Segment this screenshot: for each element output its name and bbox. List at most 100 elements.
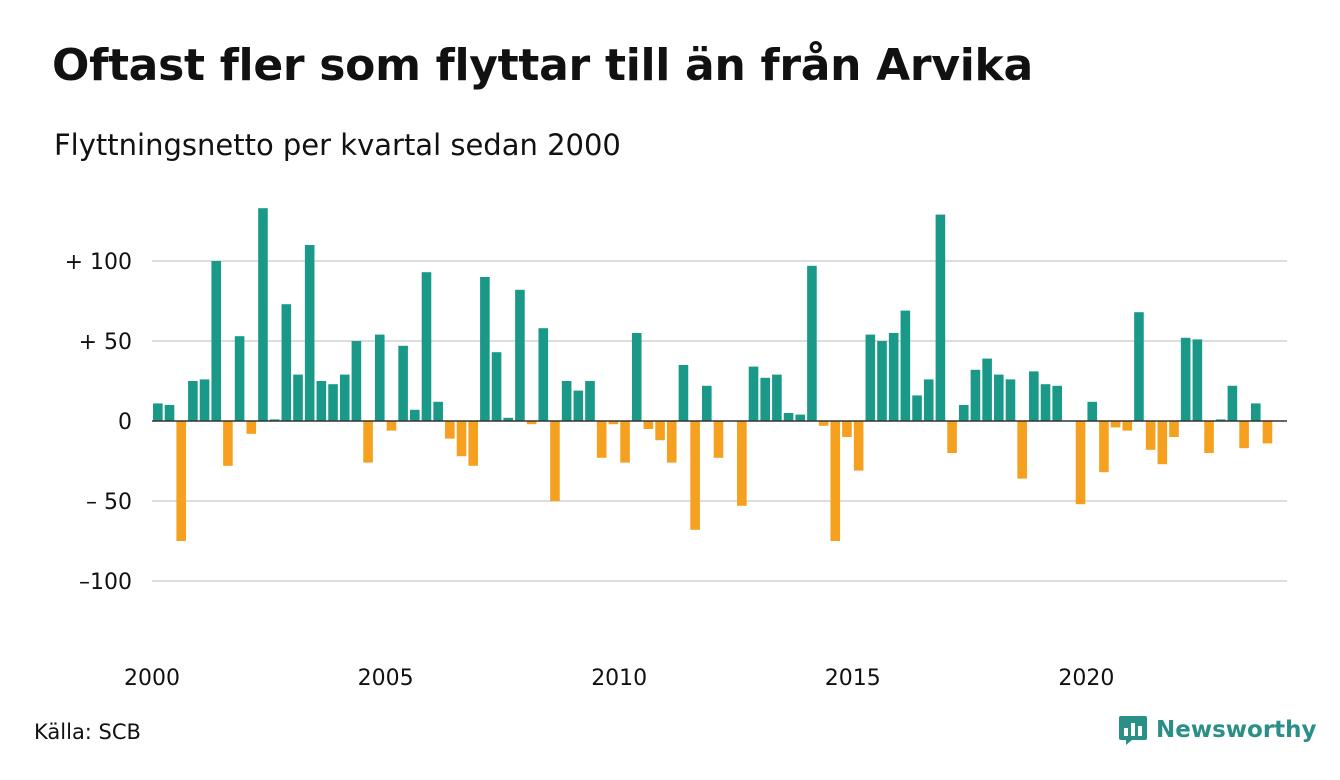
- bar: [702, 385, 712, 421]
- bar: [585, 381, 595, 421]
- bar: [1157, 421, 1168, 465]
- bar: [912, 395, 922, 421]
- bar: [1227, 385, 1238, 421]
- bar: [666, 421, 677, 463]
- bar: [631, 333, 642, 421]
- y-tick-label: –100: [79, 570, 132, 595]
- y-tick-label: + 100: [65, 250, 132, 275]
- bar: [199, 379, 210, 421]
- bar: [713, 421, 724, 458]
- brand-name: Newsworthy: [1156, 717, 1317, 743]
- bar: [363, 421, 373, 463]
- bar: [737, 421, 747, 506]
- bar: [1075, 421, 1086, 505]
- bar: [398, 345, 408, 421]
- bar: [1099, 421, 1109, 473]
- bar: [783, 413, 794, 421]
- bar: [888, 333, 899, 421]
- bar: [293, 374, 303, 421]
- gridlines: [152, 260, 1287, 582]
- bar: [1122, 421, 1133, 431]
- bar: [258, 208, 268, 421]
- y-axis-ticks: + 100 + 50 0 – 50 –100: [65, 250, 132, 595]
- bar: [678, 365, 689, 421]
- bar: [188, 381, 198, 421]
- bar: [970, 369, 981, 421]
- bar: [503, 417, 514, 421]
- bar: [900, 310, 911, 421]
- bar: [1192, 339, 1203, 421]
- bar: [807, 265, 817, 421]
- bar: [1239, 421, 1249, 449]
- bar: [1110, 421, 1121, 428]
- bar: [386, 421, 397, 431]
- bar: [935, 214, 946, 421]
- x-tick-label: 2020: [1058, 666, 1114, 691]
- bar: [865, 334, 876, 421]
- bar: [994, 374, 1004, 421]
- bars: [153, 208, 1273, 541]
- bar: [1017, 421, 1027, 479]
- bar: [468, 421, 478, 466]
- bar: [853, 421, 864, 471]
- bar: [328, 384, 338, 421]
- y-tick-label: 0: [118, 410, 132, 435]
- bar: [877, 341, 887, 421]
- bar: [223, 421, 233, 466]
- bar: [1180, 337, 1191, 421]
- bar: [491, 352, 502, 421]
- bar: [1215, 419, 1226, 421]
- bar: [830, 421, 841, 541]
- x-tick-label: 2015: [825, 666, 881, 691]
- bar: [947, 421, 957, 453]
- bar: [351, 341, 362, 421]
- bar: [842, 421, 852, 437]
- bar: [760, 377, 770, 421]
- x-tick-label: 2010: [591, 666, 647, 691]
- bar: [374, 334, 385, 421]
- bar: [655, 421, 665, 441]
- x-axis-ticks: 2000 2005 2010 2015 2020: [124, 666, 1114, 691]
- chart-title: Oftast fler som flyttar till än från Arv…: [52, 40, 1033, 91]
- bar: [1052, 385, 1062, 421]
- newsworthy-logo-icon: [1119, 716, 1147, 745]
- bar: [538, 328, 549, 421]
- bar: [421, 272, 432, 421]
- x-tick-label: 2000: [124, 666, 180, 691]
- bar: [818, 421, 829, 426]
- bar: [1005, 379, 1016, 421]
- bar: [620, 421, 630, 463]
- brand-logo: Newsworthy: [1118, 714, 1317, 746]
- bar: [1087, 401, 1098, 421]
- bar: [982, 358, 992, 421]
- y-tick-label: + 50: [79, 330, 132, 355]
- bar: [445, 421, 455, 439]
- bar: [234, 336, 245, 421]
- x-tick-label: 2005: [358, 666, 414, 691]
- bar: [1040, 384, 1051, 421]
- bar: [281, 304, 292, 421]
- bar: [772, 374, 782, 421]
- bar: [1134, 312, 1144, 421]
- bar: [1262, 421, 1273, 444]
- bar: [246, 421, 257, 434]
- bar: [339, 374, 350, 421]
- bar: [1145, 421, 1156, 450]
- bar: [164, 405, 175, 421]
- bar: [1250, 403, 1261, 421]
- bar-chart: + 100 + 50 0 – 50 –100 2000 2005 2010 2015 2020: [65, 208, 1287, 691]
- bar: [550, 421, 560, 501]
- bar: [304, 245, 315, 421]
- bar: [456, 421, 467, 457]
- bar: [526, 421, 537, 425]
- bar: [573, 390, 584, 421]
- bar: [923, 379, 934, 421]
- bar: [480, 277, 490, 421]
- bar: [269, 419, 280, 421]
- bar: [515, 289, 525, 421]
- bar: [690, 421, 700, 530]
- bar: [153, 403, 163, 421]
- bar: [596, 421, 607, 458]
- bar: [643, 421, 654, 429]
- bar: [176, 421, 186, 541]
